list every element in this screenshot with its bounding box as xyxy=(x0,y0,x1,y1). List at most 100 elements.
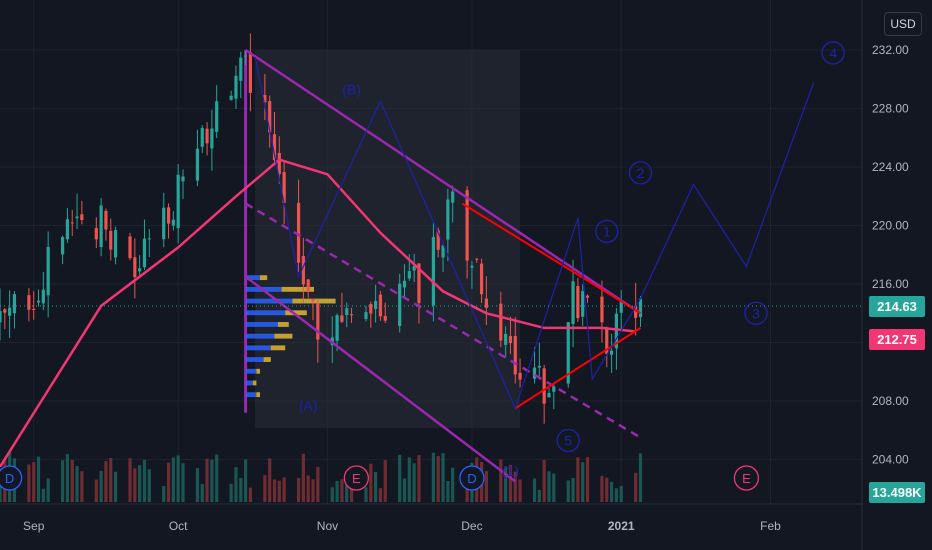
candle-body xyxy=(296,202,301,263)
volume-bar xyxy=(210,459,214,502)
candle-body xyxy=(248,52,253,93)
candle-body xyxy=(99,205,103,248)
candle-body xyxy=(70,222,74,224)
volume-bar xyxy=(330,487,334,502)
volume-bar xyxy=(205,458,209,502)
candle-body xyxy=(340,315,344,322)
wave-label-circle xyxy=(595,219,619,244)
candle-body xyxy=(234,75,238,99)
volume-bar xyxy=(113,471,118,502)
event-marker xyxy=(343,465,370,491)
volume-bar xyxy=(600,475,604,502)
candle-body xyxy=(104,210,108,230)
volume-bar xyxy=(41,488,45,502)
candle-body xyxy=(243,55,248,57)
candle-body xyxy=(36,300,41,303)
candle-body xyxy=(171,219,175,226)
candle-body xyxy=(27,295,31,310)
symmetrical-triangle xyxy=(461,202,642,410)
candle-body xyxy=(614,313,619,349)
wave-projection-line xyxy=(254,57,815,410)
volume-bar xyxy=(311,479,315,502)
candle-body xyxy=(215,101,219,132)
wave-label: (A) xyxy=(299,397,318,413)
volume-bar xyxy=(412,463,416,502)
volume-profile-bar-up xyxy=(245,298,293,304)
wave-label-circle xyxy=(628,161,653,185)
candle-body xyxy=(417,263,421,304)
volume-bar xyxy=(195,468,200,502)
volume-bar xyxy=(609,481,614,502)
volume-profile-bar-up xyxy=(245,392,257,398)
candle-body xyxy=(431,237,436,306)
candle-body xyxy=(12,294,17,314)
candle-body xyxy=(301,255,305,285)
volume-profile-bar-down xyxy=(274,333,293,339)
candle-body xyxy=(138,268,142,272)
volume-bar xyxy=(248,487,253,502)
volume-bar xyxy=(364,487,368,502)
candle-body xyxy=(552,386,556,392)
moving-average-line xyxy=(0,158,636,468)
volume-profile-bar-down xyxy=(252,380,257,386)
candle-body xyxy=(306,279,310,292)
event-marker-label: D xyxy=(5,471,14,486)
volume-bar xyxy=(27,464,31,502)
wave-labels: (A) (B) 1 2 3 4 5 (1) xyxy=(299,41,845,479)
volume-bar xyxy=(142,459,147,502)
candle-body xyxy=(600,296,604,323)
volume-bar xyxy=(581,462,585,502)
candle-body xyxy=(3,309,7,313)
event-marker xyxy=(733,465,760,491)
volume-bar xyxy=(576,457,580,502)
volume-profile-bar-down xyxy=(270,345,286,351)
wave-label: 4 xyxy=(829,45,837,61)
volume-bar xyxy=(345,471,349,502)
candle-body xyxy=(374,300,378,309)
candle-body xyxy=(508,336,513,344)
volume-bar xyxy=(166,462,171,502)
wave-label: 2 xyxy=(637,165,645,181)
volume-bar xyxy=(417,455,421,502)
volume-profile-bar-down xyxy=(256,368,260,374)
volume-bar xyxy=(171,457,175,502)
volume-profile-bar-up xyxy=(245,333,275,339)
volume-bar xyxy=(75,466,79,502)
candle-body xyxy=(46,246,50,296)
volume-bar xyxy=(349,479,354,502)
time-axis-label: Nov xyxy=(317,519,338,533)
volume-bar xyxy=(200,483,204,502)
volume-bar xyxy=(277,480,281,502)
volume-bar xyxy=(508,464,513,502)
currency-label[interactable]: USD xyxy=(884,12,922,36)
volume-bar xyxy=(398,454,402,502)
candle-body xyxy=(166,207,171,224)
candle-body xyxy=(547,393,551,398)
price-axis-label: 216.00 xyxy=(872,277,909,291)
volume-bar xyxy=(138,465,142,502)
candle-body xyxy=(195,148,200,181)
candle-body xyxy=(75,216,79,219)
price-axis: 232.00 228.00 224.00 220.00 216.00 208.00 204.… xyxy=(872,43,909,467)
wave-label: (1) xyxy=(502,463,519,479)
candle-body xyxy=(32,308,36,310)
volume-bar xyxy=(243,459,248,502)
channel-lower-line xyxy=(244,275,517,483)
candle-body xyxy=(412,266,416,271)
candle-body xyxy=(113,229,118,258)
volume-bar xyxy=(316,466,320,502)
moving-average-tag: 212.75 xyxy=(869,329,925,350)
volume-bar xyxy=(128,458,132,502)
volume-bar xyxy=(378,488,383,502)
volume-profile-bar-down xyxy=(259,275,268,281)
volume-bar xyxy=(369,463,373,502)
candle-body xyxy=(441,245,445,258)
volume-bar xyxy=(239,477,243,502)
candle-body xyxy=(383,316,387,321)
volume-bar xyxy=(484,471,488,502)
price-axis-label: 224.00 xyxy=(872,160,909,174)
descending-channel xyxy=(244,48,642,483)
candle-body xyxy=(311,298,315,302)
time-axis: Sep Oct Nov Dec 2021 Feb xyxy=(23,519,781,533)
